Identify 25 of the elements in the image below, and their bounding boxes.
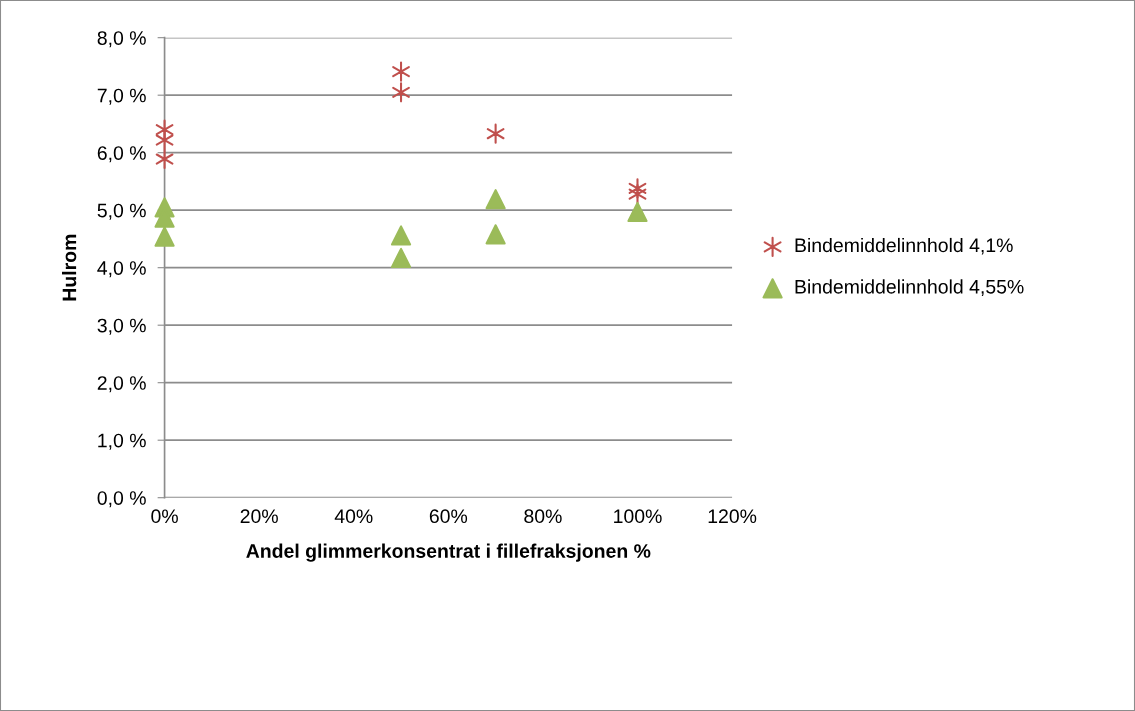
y-tick-label: 1,0 %	[98, 433, 146, 450]
x-tick-label: 0%	[151, 509, 178, 524]
point	[390, 247, 412, 269]
x-tick-label: 20%	[240, 509, 278, 524]
y-tick-label: 0,0 %	[97, 491, 146, 508]
point	[154, 226, 175, 247]
x-tick-label: 40%	[334, 509, 373, 524]
point	[627, 201, 648, 223]
x-axis-title: Andel glimmerkonsentrat i fillefraksjonen %	[246, 543, 651, 562]
x-tick-label: 100%	[614, 509, 662, 524]
y-tick-label: 5,0 %	[97, 203, 146, 220]
y-tick-label: 6,0 %	[97, 146, 146, 163]
y-tick-label: 8,0 %	[97, 31, 146, 48]
y-tick-label: 3,0 %	[97, 318, 146, 335]
y-tick-label: 2,0 %	[97, 376, 146, 393]
point	[485, 189, 506, 210]
x-tick-label: 80%	[524, 509, 562, 524]
x-tick-label: 120%	[708, 509, 757, 524]
point	[485, 224, 506, 245]
y-tick-label: 7,0 %	[97, 88, 146, 105]
point	[390, 225, 412, 246]
y-tick-label: 4,0 %	[97, 261, 146, 278]
y-axis-title: Hulrom	[62, 234, 77, 301]
x-tick-label: 60%	[429, 509, 468, 524]
legend-label: Bindemiddelinnhold 4,55%	[795, 279, 1024, 296]
